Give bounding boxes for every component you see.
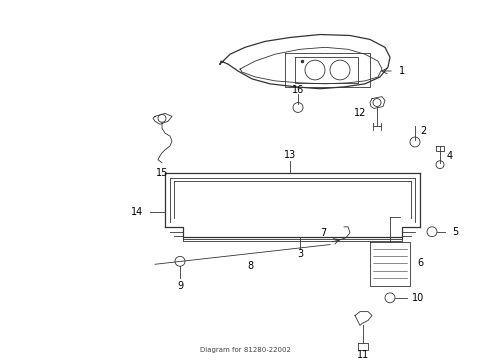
Text: 13: 13 [284, 150, 296, 160]
Text: 5: 5 [452, 227, 458, 237]
Text: 1: 1 [399, 66, 405, 76]
Text: 15: 15 [156, 167, 168, 177]
Text: 3: 3 [297, 249, 303, 260]
Text: Diagram for 81280-22002: Diagram for 81280-22002 [199, 347, 291, 353]
Text: 12: 12 [354, 108, 366, 118]
Text: 8: 8 [247, 261, 253, 271]
Text: 6: 6 [417, 258, 423, 268]
Text: 7: 7 [320, 228, 326, 238]
Text: 4: 4 [447, 151, 453, 161]
Text: 11: 11 [357, 350, 369, 360]
Text: 14: 14 [131, 207, 143, 217]
Text: 9: 9 [177, 281, 183, 291]
Text: 2: 2 [420, 126, 426, 136]
Text: 10: 10 [412, 293, 424, 303]
Text: 16: 16 [292, 85, 304, 95]
